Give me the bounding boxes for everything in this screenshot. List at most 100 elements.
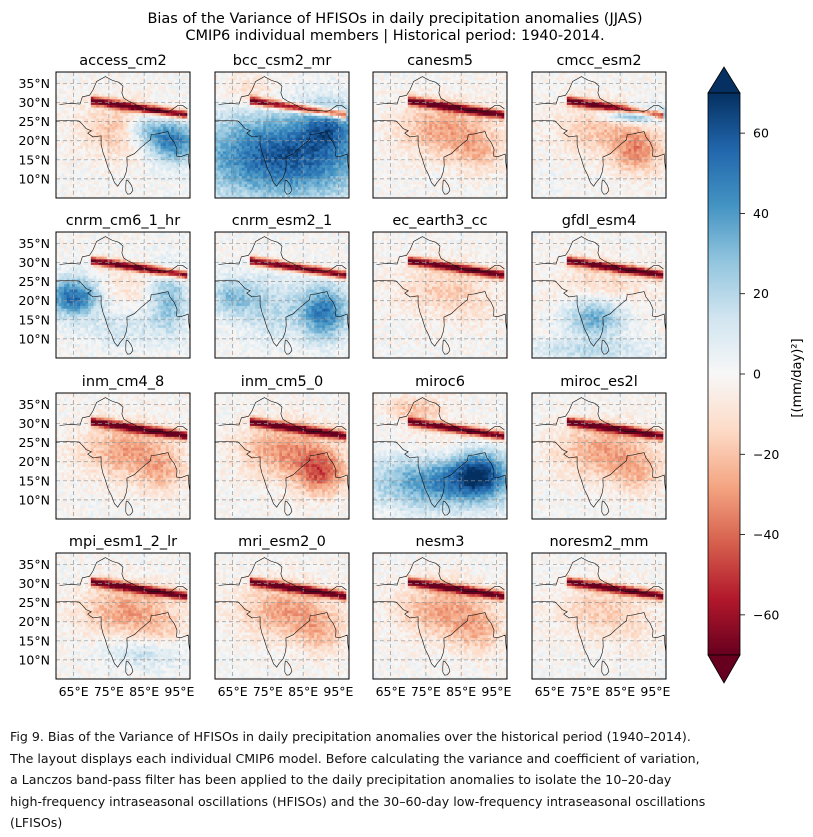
bias-cell: [292, 102, 296, 106]
bias-cell: [252, 91, 256, 95]
bias-cell: [319, 126, 323, 130]
bias-cell: [112, 195, 116, 198]
bias-cell: [117, 88, 121, 92]
bias-cell: [308, 151, 312, 155]
bias-cell: [171, 192, 175, 196]
bias-cell: [141, 110, 145, 114]
bias-cell: [163, 129, 167, 133]
bias-cell: [165, 115, 169, 119]
bias-cell: [136, 181, 140, 185]
bias-cell: [303, 167, 307, 172]
bias-cell: [123, 187, 127, 191]
bias-cell: [375, 151, 379, 155]
bias-cell: [324, 184, 328, 188]
bias-cell: [139, 187, 143, 191]
bias-cell: [80, 80, 84, 84]
bias-cell: [93, 178, 97, 182]
bias-cell: [61, 88, 65, 92]
bias-cell: [292, 104, 296, 109]
bias-cell: [114, 151, 119, 155]
bias-cell: [114, 115, 119, 119]
bias-cell: [233, 195, 237, 198]
bias-cell: [109, 165, 113, 169]
bias-cell: [260, 107, 264, 111]
bias-cell: [152, 156, 156, 161]
bias-cell: [295, 93, 299, 98]
bias-cell: [303, 74, 307, 78]
bias-cell: [155, 124, 159, 128]
bias-cell: [319, 154, 323, 158]
bias-cell: [181, 167, 186, 172]
bias-cell: [298, 165, 302, 169]
bias-cell: [179, 154, 183, 158]
bias-cell: [263, 184, 267, 188]
bias-cell: [260, 121, 264, 125]
bias-cell: [252, 192, 256, 196]
bias-cell: [300, 192, 304, 196]
bias-cell: [58, 102, 62, 106]
bias-cell: [220, 135, 224, 139]
bias-cell: [184, 173, 188, 177]
bias-cell: [133, 165, 137, 169]
bias-cell: [375, 165, 379, 169]
bias-cell: [131, 72, 135, 76]
bias-cell: [120, 148, 124, 152]
bias-cell: [157, 115, 161, 119]
bias-cell: [149, 107, 153, 111]
bias-cell: [144, 154, 148, 158]
bias-cell: [375, 93, 379, 98]
bias-cell: [263, 154, 267, 158]
bias-cell: [252, 77, 256, 81]
bias-cell: [378, 178, 382, 182]
bias-cell: [233, 74, 237, 78]
bias-cell: [287, 195, 291, 198]
bias-cell: [66, 82, 70, 87]
bias-cell: [292, 195, 296, 198]
bias-cell: [373, 159, 377, 163]
bias-cell: [96, 82, 100, 87]
bias-cell: [260, 162, 264, 166]
bias-cell: [332, 167, 336, 172]
bias-cell: [165, 195, 169, 198]
bias-cell: [160, 124, 164, 128]
bias-cell: [346, 154, 349, 158]
bias-cell: [279, 184, 283, 188]
bias-cell: [292, 178, 296, 182]
bias-cell: [171, 110, 175, 114]
bias-cell: [139, 154, 143, 158]
bias-cell: [257, 80, 261, 84]
bias-cell: [389, 104, 393, 109]
bias-cell: [104, 173, 108, 177]
bias-cell: [290, 80, 294, 84]
bias-cell: [64, 126, 68, 130]
bias-cell: [88, 189, 92, 193]
bias-cell: [106, 140, 110, 144]
bias-cell: [101, 107, 105, 111]
bias-cell: [273, 137, 278, 141]
bias-cell: [241, 137, 245, 141]
bias-cell: [346, 126, 349, 130]
bias-cell: [85, 99, 89, 103]
bias-cell: [295, 115, 299, 119]
bias-cell: [215, 113, 219, 117]
bias-cell: [168, 148, 172, 152]
bias-cell: [268, 156, 272, 161]
bias-cell: [383, 129, 387, 133]
bias-cell: [144, 74, 148, 78]
bias-cell: [66, 85, 70, 89]
bias-cell: [389, 132, 393, 136]
bias-cell: [375, 113, 379, 117]
bias-cell: [373, 184, 377, 188]
bias-cell: [168, 77, 172, 81]
bias-cell: [263, 156, 267, 161]
bias-cell: [239, 167, 243, 172]
bias-cell: [311, 113, 315, 117]
bias-cell: [64, 132, 68, 136]
bias-cell: [239, 181, 243, 185]
bias-cell: [66, 189, 70, 193]
bias-cell: [77, 93, 81, 98]
bias-cell: [184, 143, 188, 147]
bias-cell: [265, 104, 269, 109]
bias-cell: [295, 135, 299, 139]
bias-cell: [383, 165, 387, 169]
